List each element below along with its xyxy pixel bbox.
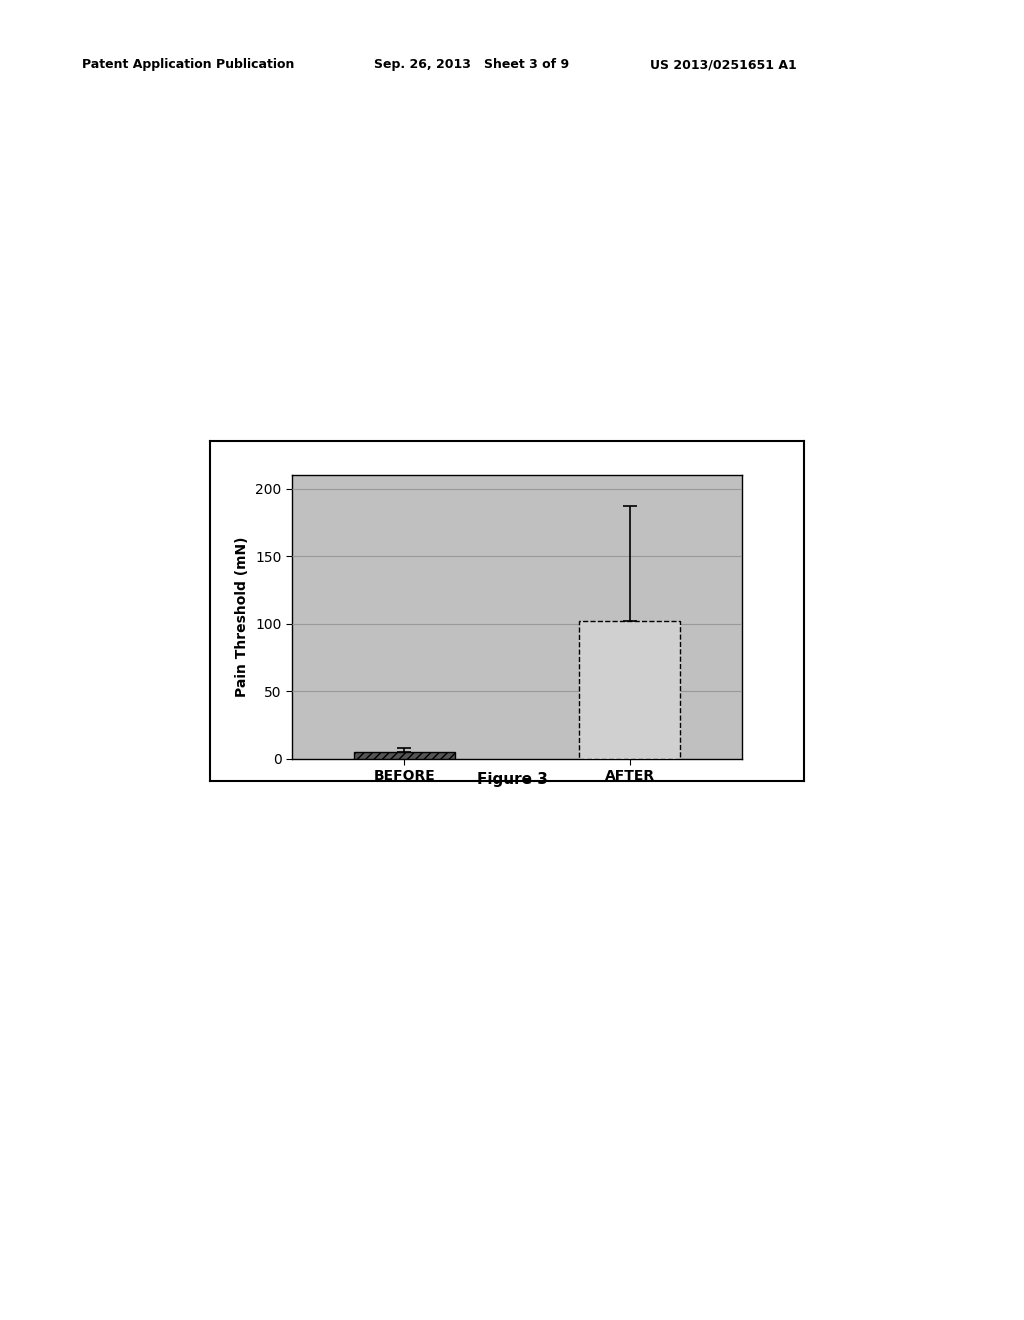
Bar xyxy=(580,622,680,759)
Text: US 2013/0251651 A1: US 2013/0251651 A1 xyxy=(650,58,797,71)
Text: Figure 3: Figure 3 xyxy=(476,772,548,787)
Bar xyxy=(354,752,455,759)
Text: Patent Application Publication: Patent Application Publication xyxy=(82,58,294,71)
Y-axis label: Pain Threshold (mN): Pain Threshold (mN) xyxy=(236,537,250,697)
Text: Sep. 26, 2013   Sheet 3 of 9: Sep. 26, 2013 Sheet 3 of 9 xyxy=(374,58,569,71)
